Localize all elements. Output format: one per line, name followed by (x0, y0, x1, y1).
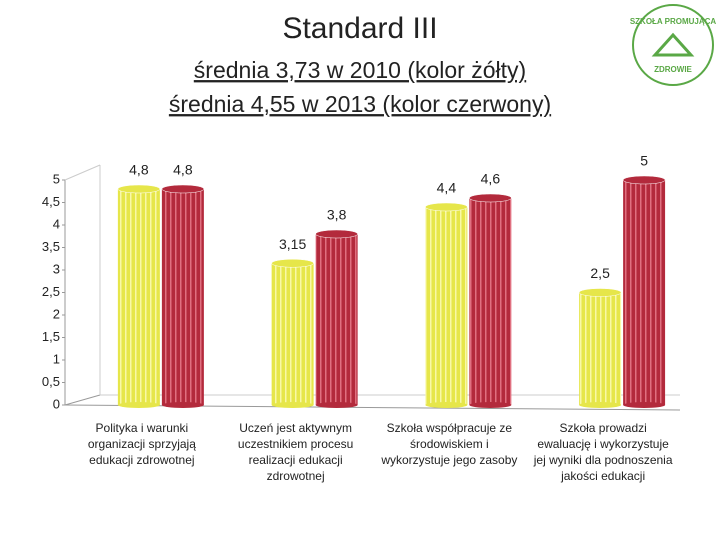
x-tick-label: Szkoła współpracuje ze środowiskiem i wy… (381, 421, 518, 467)
bar (271, 263, 314, 405)
bar (315, 234, 358, 405)
logo: SZKOŁA PROMUJĄCA ZDROWIE (630, 4, 717, 86)
bar (469, 198, 512, 405)
logo-house (651, 32, 695, 57)
subtitle: średnia 4,55 w 2013 (kolor czerwony) (169, 91, 551, 117)
logo-ring (632, 4, 714, 86)
value-label: 4,6 (481, 171, 501, 187)
bar-top (425, 202, 468, 212)
y-tick-label: 2 (53, 306, 60, 321)
bar-top (622, 175, 666, 185)
bar-base (623, 402, 666, 408)
floor-edge (64, 394, 101, 406)
bar-base (425, 402, 468, 408)
bar (425, 207, 468, 405)
bar-top (271, 259, 314, 268)
bar (161, 189, 204, 405)
bar-base (579, 402, 622, 408)
y-tick-label: 0,5 (42, 374, 60, 389)
bar-base (117, 402, 160, 408)
bar-base (161, 402, 204, 408)
x-tick-label: Szkoła prowadzi ewaluację i wykorzystuje… (533, 421, 673, 483)
bar (117, 189, 160, 405)
bar-base (469, 402, 512, 408)
bar-top (161, 184, 205, 194)
bar-top (469, 193, 512, 203)
x-tick-label: Uczeń jest aktywnym uczestnikiem procesu… (237, 421, 354, 483)
logo-text: SZKOŁA PROMUJĄCA (630, 17, 717, 26)
y-tick-label: 2,5 (42, 284, 60, 299)
bar (579, 292, 622, 405)
logo-text: ZDROWIE (654, 65, 692, 74)
x-tick-label: Polityka i warunki organizacji sprzyjają… (87, 421, 196, 467)
bar-base (271, 402, 314, 408)
y-tick-label: 5 (53, 171, 60, 186)
subtitle: średnia 3,73 w 2010 (kolor żółty) (194, 57, 526, 83)
wall-edge (64, 164, 101, 181)
y-tick-label: 4 (53, 216, 60, 231)
value-label: 4,8 (129, 162, 149, 178)
value-label: 3,8 (327, 207, 347, 223)
bar-base (315, 402, 358, 408)
value-label: 4,4 (437, 180, 457, 196)
y-tick-label: 4,5 (42, 194, 60, 209)
y-tick-label: 1 (53, 351, 60, 366)
bar-top (117, 184, 161, 194)
y-tick-label: 0 (53, 396, 60, 411)
y-tick-label: 1,5 (42, 329, 60, 344)
value-label: 3,15 (279, 236, 306, 252)
y-tick-label: 3,5 (42, 239, 60, 254)
value-label: 2,5 (590, 265, 610, 281)
bar-top (578, 288, 622, 297)
bar-top (315, 229, 358, 239)
y-tick-label: 3 (53, 261, 60, 276)
title: Standard III (282, 12, 437, 45)
value-label: 4,8 (173, 162, 193, 178)
bar (623, 180, 666, 405)
value-label: 5 (640, 153, 648, 169)
